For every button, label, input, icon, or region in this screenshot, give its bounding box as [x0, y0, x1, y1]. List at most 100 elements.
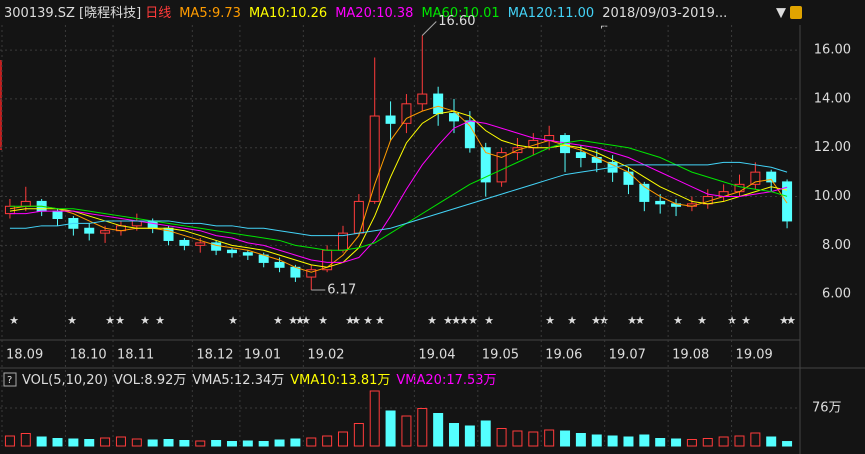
header: 300139.SZ [晓程科技] 日线 MA5:9.73 MA10:10.26 MA20… [4, 6, 727, 21]
signal-star: ★ [567, 314, 577, 327]
legend-entry: VMA10:13.81万 [290, 373, 390, 388]
volume-bar [52, 438, 63, 447]
y-tick-label: 14.00 [814, 91, 851, 106]
y-tick-label: 76万 [812, 401, 842, 416]
signal-star: ★ [105, 314, 115, 327]
signal-star: ★ [635, 314, 645, 327]
annotation: 16.60 [438, 14, 475, 29]
volume-bar [449, 423, 460, 447]
volume-bar [147, 439, 158, 447]
volume-bar [100, 437, 111, 447]
candle-body [274, 261, 285, 268]
signal-star: ★ [115, 314, 125, 327]
volume-bar [115, 436, 126, 447]
ma-line [9, 161, 788, 237]
x-tick-label: 18.09 [6, 348, 43, 363]
volume-bar [702, 438, 713, 447]
ma-line [9, 110, 788, 268]
volume-bar [274, 439, 285, 447]
x-tick-label: 19.08 [672, 348, 709, 363]
candle-body [369, 115, 380, 202]
period: 日线 [145, 6, 171, 21]
signal-star: ★ [591, 314, 601, 327]
volume-bar [750, 432, 761, 447]
signal-star: ★ [363, 314, 373, 327]
volume-bar [211, 440, 222, 447]
candle-body [401, 103, 412, 124]
y-tick-label: 12.00 [814, 140, 851, 155]
candle-body [782, 181, 793, 222]
ma-line [9, 139, 788, 251]
signal-star: ★ [427, 314, 437, 327]
signal-star: ★ [345, 314, 355, 327]
volume-bar [671, 438, 682, 447]
y-tick-label: 6.00 [822, 287, 851, 302]
volume-bar [544, 429, 555, 447]
signal-star: ★ [727, 314, 737, 327]
volume-bar [163, 439, 174, 447]
legend-entry: VMA20:17.53万 [396, 373, 496, 388]
range-label: 2018/09/03-2019... [602, 6, 727, 21]
candle-body [639, 183, 650, 202]
volume-bar [591, 434, 602, 447]
signal-star: ★ [228, 314, 238, 327]
candle-body [623, 171, 634, 185]
volume-bar [242, 440, 253, 447]
volume-bar [782, 441, 793, 447]
dropdown-icon[interactable]: ▼ [776, 6, 786, 21]
candle-body [52, 210, 63, 219]
lock-icon[interactable] [790, 6, 802, 19]
signal-star: ★ [351, 314, 361, 327]
toggle-glyph: ? [7, 375, 12, 386]
signal-star: ★ [545, 314, 555, 327]
x-tick-label: 19.02 [307, 348, 344, 363]
toggle-icon[interactable] [3, 372, 17, 387]
x-tick-label: 19.09 [736, 348, 773, 363]
volume-bar [385, 410, 396, 447]
candle-body [179, 239, 190, 246]
volume-bar [195, 440, 206, 447]
signal-star: ★ [273, 314, 283, 327]
signal-star: ★ [741, 314, 751, 327]
volume-bar [607, 435, 618, 447]
volume-bar [290, 438, 301, 447]
y-tick-label: 8.00 [822, 238, 851, 253]
volume-bar [560, 430, 571, 447]
volume-bar [417, 408, 428, 447]
y-tick-label: 16.00 [814, 43, 851, 58]
volume-bar [369, 390, 380, 447]
legend-entry: MA120:11.00 [508, 6, 595, 21]
candle-body [20, 200, 31, 207]
x-tick-label: 18.11 [117, 348, 154, 363]
volume-bar [655, 438, 666, 447]
signal-star: ★ [599, 314, 609, 327]
volume-bar [20, 433, 31, 447]
volume-bar [36, 436, 47, 447]
signal-star: ★ [67, 314, 77, 327]
signal-star: ★ [375, 314, 385, 327]
legend-entry: VOL:8.92万 [114, 373, 186, 388]
legend-entry: MA5:9.73 [179, 6, 241, 21]
annotation-line [421, 21, 437, 36]
signal-star: ★ [318, 314, 328, 327]
signal-star: ★ [295, 314, 305, 327]
signal-star: ★ [468, 314, 478, 327]
candle-body [226, 249, 237, 254]
legend-entry: MA10:10.26 [249, 6, 327, 21]
volume-bar [512, 430, 523, 447]
candle-body [449, 113, 460, 122]
volume-bar [68, 438, 79, 447]
volume-bar [766, 436, 777, 447]
volume-bar [401, 415, 412, 447]
signal-star: ★ [451, 314, 461, 327]
volume-bar [496, 428, 507, 447]
candle-body [353, 200, 364, 234]
signal-star: ★ [697, 314, 707, 327]
x-tick-label: 18.12 [196, 348, 233, 363]
candle-body [195, 242, 206, 246]
signal-star: ★ [627, 314, 637, 327]
volume-bar [84, 439, 95, 447]
x-tick-label: 19.07 [609, 348, 646, 363]
